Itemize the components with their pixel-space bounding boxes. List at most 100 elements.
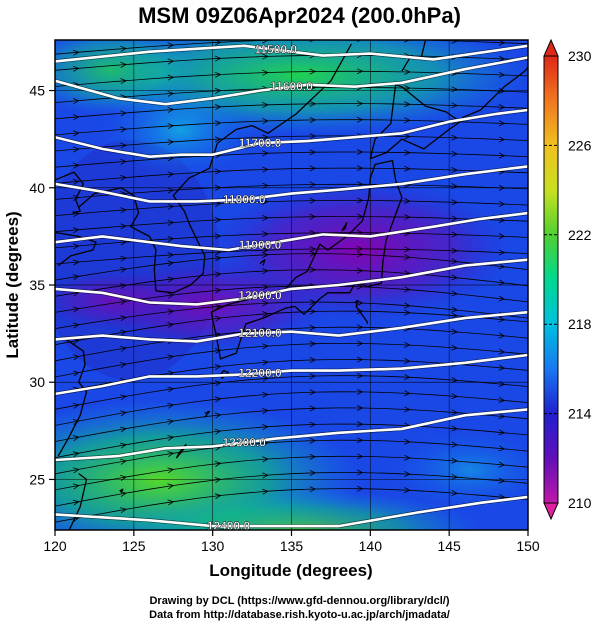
wind-arrow (120, 45, 127, 52)
wind-arrow (404, 68, 411, 75)
wind-arrow (356, 245, 364, 252)
wind-arrow (404, 454, 411, 461)
wind-arrow (498, 348, 506, 355)
wind-arrow (72, 259, 80, 266)
wind-arrow (214, 315, 222, 322)
data-credit: Data from http://database.rish.kyoto-u.a… (149, 609, 450, 621)
streamline (55, 472, 528, 507)
wind-arrow (214, 493, 222, 500)
wind-arrow (356, 40, 362, 43)
y-tick-label: 25 (29, 471, 45, 487)
streamline (55, 151, 528, 168)
wind-arrow (167, 276, 175, 283)
x-tick-label: 145 (437, 538, 461, 554)
wind-arrow (451, 409, 459, 416)
wind-arrow (309, 197, 317, 204)
colorbar-tick-label: 214 (568, 406, 592, 422)
wind-arrow (309, 165, 317, 172)
streamline (55, 269, 528, 297)
wind-arrow (498, 413, 506, 420)
wind-arrow (451, 183, 459, 190)
wind-arrow (451, 473, 459, 480)
wind-arrow (451, 40, 459, 44)
wind-arrow (309, 453, 317, 460)
x-tick-label: 130 (201, 538, 225, 554)
wind-arrow (356, 388, 364, 395)
wind-arrow (72, 146, 80, 153)
wind-arrow (214, 168, 222, 175)
wind-arrow (356, 372, 364, 379)
wind-arrow (262, 456, 269, 463)
wind-arrow (262, 375, 269, 382)
coastline-segment (354, 299, 368, 324)
wind-arrow (214, 364, 222, 371)
wind-arrow (262, 284, 269, 291)
wind-arrow (498, 364, 506, 371)
wind-arrow (72, 402, 80, 409)
wind-arrow (167, 58, 175, 65)
wind-arrow (167, 187, 175, 194)
wind-arrow (72, 306, 80, 313)
wind-arrow (309, 266, 317, 273)
wind-arrow (167, 402, 175, 409)
height-contour (55, 44, 528, 63)
wind-arrow (356, 116, 364, 123)
streamline (55, 326, 528, 362)
contour-label: 12300.0 (223, 436, 267, 450)
coastline-segment (204, 410, 211, 418)
wind-arrow (72, 467, 80, 474)
colorbar-ticks: 230 226 222 218 214 210 (544, 48, 592, 511)
wind-arrow (404, 40, 411, 43)
wind-arrow (498, 332, 506, 339)
wind-arrow (309, 250, 317, 257)
wind-arrow (498, 71, 506, 78)
streamline (55, 488, 528, 523)
wind-arrow (404, 85, 411, 91)
wind-arrow (120, 61, 127, 68)
wind-arrow (404, 487, 411, 494)
wind-arrow (404, 302, 411, 309)
wind-arrow (309, 246, 317, 253)
contour-label: 12000.0 (238, 288, 282, 302)
wind-arrow (120, 283, 127, 289)
wind-arrow (356, 469, 364, 476)
wind-arrow (451, 377, 459, 383)
wind-arrow (498, 136, 506, 143)
wind-arrow (498, 477, 506, 484)
wind-arrow (214, 71, 222, 78)
wind-arrow (167, 252, 175, 259)
colorbar-bottom-arrow (543, 502, 559, 521)
colorbar-tick-label: 222 (568, 227, 592, 243)
wind-arrow (498, 104, 506, 111)
wind-arrow (498, 249, 506, 256)
wind-arrow (498, 184, 506, 191)
wind-arrow (167, 42, 175, 49)
streamline (55, 439, 528, 475)
height-contours (55, 43, 528, 529)
wind-arrow (309, 149, 317, 156)
wind-arrow (72, 354, 80, 361)
wind-arrow (404, 358, 411, 364)
wind-arrow (72, 194, 80, 201)
coastline-segment (78, 43, 352, 294)
wind-arrow (309, 389, 317, 396)
wind-arrow (404, 117, 411, 124)
wind-arrow (72, 322, 80, 329)
wind-arrow (404, 214, 411, 221)
height-contour (55, 408, 528, 462)
wind-arrow (404, 254, 411, 261)
coastline-segment (55, 231, 97, 267)
colorbar-tick-label: 210 (568, 495, 592, 511)
chart-title: MSM 09Z06Apr2024 (200.0hPa) (138, 3, 461, 28)
colorbar-tick-label: 218 (568, 316, 592, 332)
x-axis-label: Longitude (degrees) (209, 561, 372, 580)
wind-arrow (214, 184, 222, 191)
wind-arrow (214, 217, 222, 223)
wind-arrow (404, 246, 411, 253)
wind-arrow (214, 380, 222, 387)
wind-arrow (498, 461, 506, 468)
wind-arrow (498, 200, 506, 207)
wind-arrow (120, 158, 127, 165)
streamline (55, 423, 528, 459)
wind-arrow (120, 255, 127, 262)
